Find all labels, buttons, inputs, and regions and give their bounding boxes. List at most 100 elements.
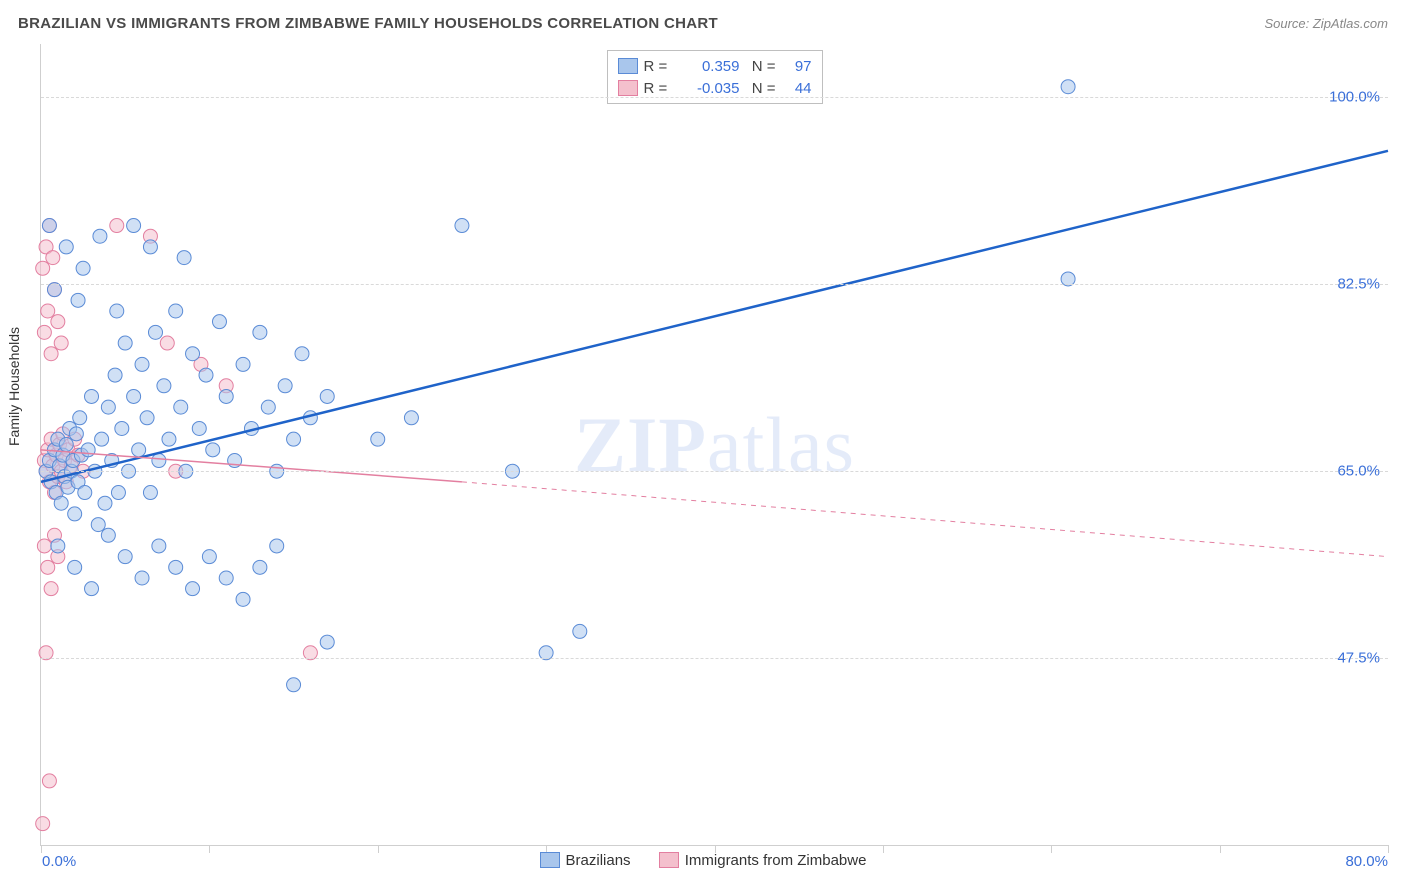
gridline [41,284,1388,285]
series-legend: Brazilians Immigrants from Zimbabwe [0,852,1406,873]
scatter-point [162,432,176,446]
gridline [41,97,1388,98]
scatter-point [78,486,92,500]
scatter-point [76,261,90,275]
scatter-point [68,507,82,521]
scatter-point [108,368,122,382]
scatter-point [115,421,129,435]
scatter-point [174,400,188,414]
scatter-point [236,592,250,606]
scatter-point [51,539,65,553]
scatter-point [143,486,157,500]
scatter-point [41,304,55,318]
scatter-point [143,240,157,254]
scatter-point [270,539,284,553]
scatter-point [287,678,301,692]
scatter-point [278,379,292,393]
plot-area: ZIPatlas R = 0.359 N = 97 R = -0.035 N =… [40,44,1388,846]
scatter-point [37,539,51,553]
scatter-point [192,421,206,435]
scatter-point [110,304,124,318]
scatter-point [287,432,301,446]
scatter-point [44,582,58,596]
scatter-point [36,261,50,275]
scatter-point [51,315,65,329]
y-tick-label: 65.0% [1337,463,1380,480]
scatter-point [371,432,385,446]
scatter-point [1061,80,1075,94]
scatter-point [320,389,334,403]
scatter-point [46,251,60,265]
scatter-point [202,550,216,564]
trend-line-dashed [462,482,1388,557]
scatter-point [81,443,95,457]
scatter-point [261,400,275,414]
scatter-point [404,411,418,425]
scatter-point [148,325,162,339]
scatter-point [118,336,132,350]
scatter-point [95,432,109,446]
scatter-point [219,389,233,403]
scatter-point [69,427,83,441]
scatter-point [71,293,85,307]
y-axis-label: Family Households [6,327,22,446]
scatter-point [320,635,334,649]
scatter-point [236,357,250,371]
scatter-point [42,219,56,233]
scatter-point [59,240,73,254]
scatter-point [199,368,213,382]
scatter-point [455,219,469,233]
scatter-svg [41,44,1388,845]
y-tick-label: 47.5% [1337,650,1380,667]
scatter-point [59,438,73,452]
y-tick-label: 100.0% [1329,89,1380,106]
scatter-point [36,817,50,831]
scatter-point [253,560,267,574]
scatter-point [118,550,132,564]
scatter-point [186,347,200,361]
scatter-point [219,571,233,585]
scatter-point [111,486,125,500]
chart-header: BRAZILIAN VS IMMIGRANTS FROM ZIMBABWE FA… [0,0,1406,38]
scatter-point [295,347,309,361]
legend-swatch-1 [540,852,560,868]
scatter-point [93,229,107,243]
scatter-point [253,325,267,339]
scatter-point [98,496,112,510]
gridline [41,658,1388,659]
legend-item-series1: Brazilians [540,852,631,869]
scatter-point [54,496,68,510]
scatter-point [73,411,87,425]
scatter-point [135,357,149,371]
scatter-point [169,304,183,318]
legend-label-1: Brazilians [566,852,631,869]
scatter-point [127,219,141,233]
source-label: Source: [1264,16,1312,31]
y-tick-label: 82.5% [1337,276,1380,293]
scatter-point [127,389,141,403]
scatter-point [140,411,154,425]
scatter-point [212,315,226,329]
scatter-point [42,774,56,788]
scatter-point [160,336,174,350]
scatter-point [101,528,115,542]
source-attribution: Source: ZipAtlas.com [1264,16,1388,31]
scatter-point [101,400,115,414]
scatter-point [91,518,105,532]
scatter-point [186,582,200,596]
scatter-point [152,539,166,553]
scatter-point [206,443,220,457]
scatter-point [135,571,149,585]
chart-container: { "header": { "title": "BRAZILIAN VS IMM… [0,0,1406,892]
legend-swatch-2 [659,852,679,868]
scatter-point [85,389,99,403]
scatter-point [44,347,58,361]
scatter-point [157,379,171,393]
source-value: ZipAtlas.com [1313,16,1388,31]
scatter-point [169,560,183,574]
scatter-point [41,560,55,574]
scatter-point [177,251,191,265]
scatter-point [54,336,68,350]
scatter-point [573,624,587,638]
gridline [41,471,1388,472]
